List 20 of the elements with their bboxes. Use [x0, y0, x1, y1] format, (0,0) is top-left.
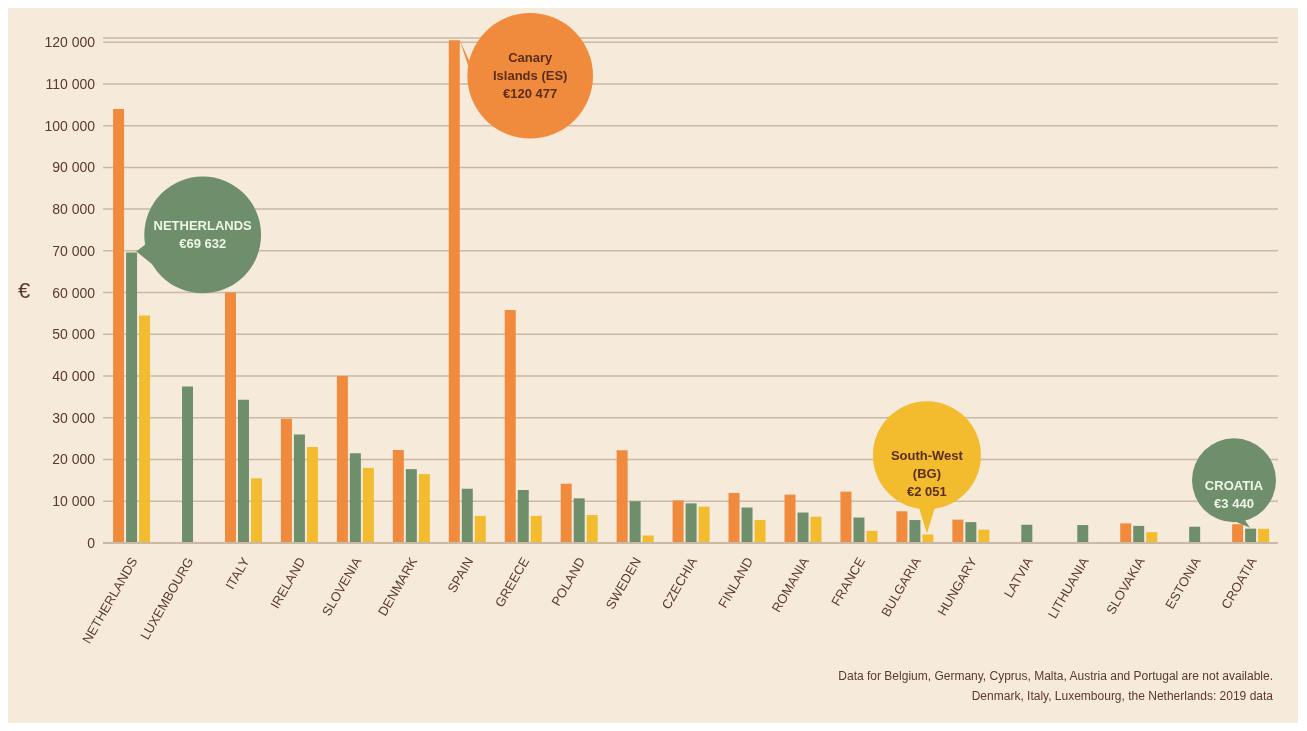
text: Data for Belgium, Germany, Cyprus, Malta, Austria and Portugal are not available.: [838, 668, 1273, 685]
y-tick-label: 90 000: [52, 159, 96, 176]
y-tick-label: 0: [87, 534, 96, 551]
y-tick-label: 80 000: [52, 201, 96, 218]
y-tick-label: 70 000: [52, 242, 96, 259]
y-tick-label: 20 000: [52, 451, 96, 468]
y-axis-title: €: [18, 278, 31, 304]
y-tick-label: 120 000: [44, 34, 96, 51]
annotation: CROATIA €3 440: [1204, 477, 1264, 511]
annotation: NETHERLANDS €69 632: [153, 217, 253, 251]
y-tick-label: 110 000: [45, 75, 96, 92]
annotation: South-West (BG) €2 051: [890, 448, 964, 500]
y-tick-label: 10 000: [52, 493, 96, 510]
y-tick-label: 40 000: [52, 368, 96, 385]
y-tick-label: 100 000: [44, 117, 96, 134]
text: Denmark, Italy, Luxembourg, the Netherlands: 2019 data: [970, 688, 1273, 705]
y-tick-label: 30 000: [52, 409, 96, 426]
y-tick-label: 60 000: [52, 284, 96, 301]
annotation: Canary Islands (ES) €120 477: [492, 49, 568, 101]
y-tick-label: 50 000: [52, 326, 96, 343]
